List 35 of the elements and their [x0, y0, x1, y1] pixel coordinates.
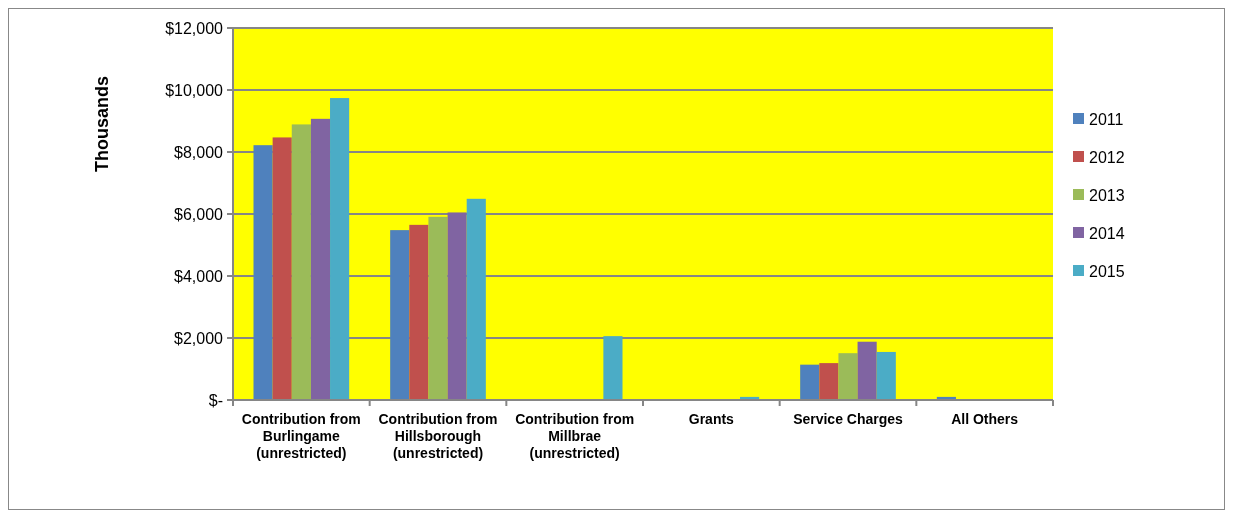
- bar: [876, 351, 896, 400]
- y-tick-label: $12,000: [165, 19, 224, 37]
- bar: [466, 198, 486, 400]
- bar: [272, 137, 292, 400]
- y-tick-label: $-: [208, 391, 223, 409]
- x-tick-label: Grants: [688, 411, 735, 427]
- bar: [409, 224, 429, 400]
- x-tick-label: All Others: [951, 411, 1019, 427]
- bar: [253, 145, 273, 400]
- x-tick-label: Service Charges: [793, 411, 904, 427]
- x-tick-label: Contribution from Hillsborough (unrestricted): [378, 411, 498, 461]
- bar: [838, 353, 858, 400]
- bar: [857, 341, 877, 400]
- legend-label: 2011: [1089, 110, 1124, 128]
- x-tick-label: Contribution from Millbrae (unrestricted): [515, 411, 635, 461]
- legend-label: 2014: [1089, 224, 1125, 242]
- y-tick-label: $4,000: [174, 267, 224, 285]
- bar: [390, 230, 410, 400]
- bar: [819, 363, 839, 400]
- y-axis-title: Thousands: [92, 75, 112, 173]
- y-tick-label: $10,000: [165, 81, 224, 99]
- y-tick-label: $6,000: [174, 205, 224, 223]
- bar: [428, 216, 448, 400]
- y-tick-label: $8,000: [174, 143, 224, 161]
- legend-label: 2012: [1089, 148, 1125, 166]
- bar: [330, 98, 350, 400]
- legend-label: 2013: [1089, 186, 1125, 204]
- x-tick-label: Contribution from Burlingame (unrestricted): [241, 411, 361, 461]
- bar: [447, 212, 467, 400]
- legend-label: 2015: [1089, 262, 1125, 280]
- bar: [800, 364, 820, 400]
- bar: [603, 336, 623, 400]
- y-tick-label: $2,000: [174, 329, 224, 347]
- bar: [310, 118, 331, 400]
- bar: [291, 124, 311, 400]
